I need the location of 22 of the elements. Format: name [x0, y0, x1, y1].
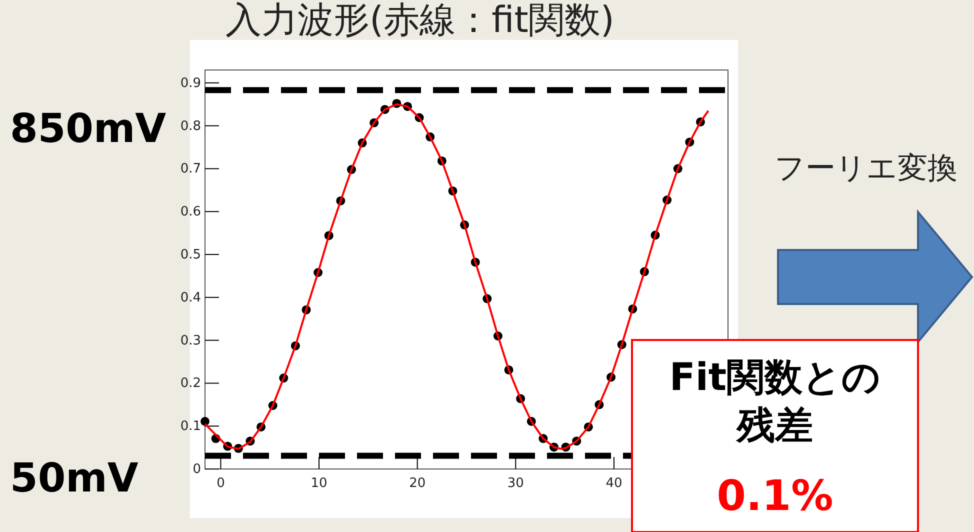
text: 0.1% [716, 471, 834, 520]
x-tick-label: 20 [409, 476, 426, 491]
ref-line-label: 50mV [10, 456, 138, 502]
x-tick-label: 40 [606, 476, 622, 491]
point [200, 416, 210, 426]
y-tick-label: 0 [192, 462, 201, 477]
y-tick-label: 0.2 [180, 376, 201, 392]
ref-line-label: 850mV [10, 106, 166, 152]
y-tick-label: 0.6 [180, 204, 201, 220]
y-tick-label: 0.9 [180, 76, 201, 91]
x-tick-label: 30 [507, 476, 524, 491]
chart-title: 入力波形(赤線：fit関数) [226, 0, 614, 41]
y-tick-label: 0.8 [180, 118, 201, 134]
y-tick-label: 0.5 [180, 247, 201, 262]
x-tick-label: 0 [216, 476, 225, 491]
y-tick-label: 0.1 [180, 419, 201, 434]
y-tick-label: 0.3 [180, 333, 201, 348]
text: フーリエ変換 [774, 151, 958, 186]
y-tick-label: 0.4 [180, 290, 201, 306]
y-tick-label: 0.7 [180, 162, 201, 177]
annotation: Fit関数との残差 [669, 355, 881, 447]
x-tick-label: 10 [310, 476, 328, 491]
